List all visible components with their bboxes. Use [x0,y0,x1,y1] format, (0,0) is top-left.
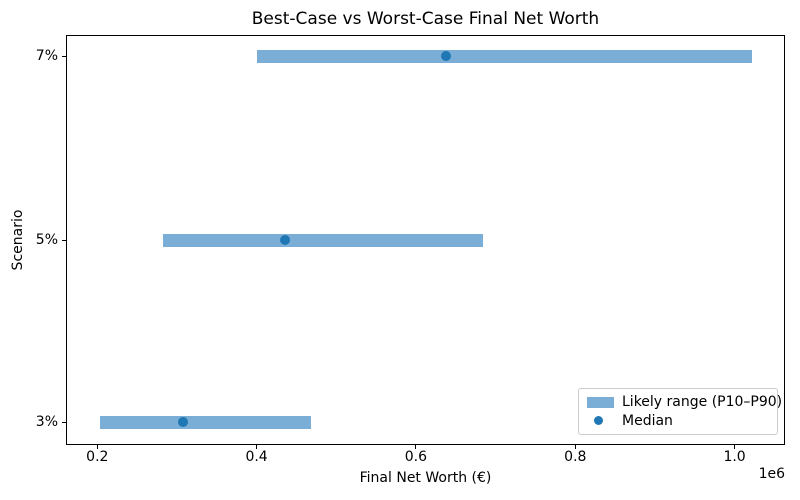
chart-title: Best-Case vs Worst-Case Final Net Worth [251,9,600,29]
median-dot [178,417,189,427]
y-tick-label: 7% [35,48,58,64]
y-tick-mark [62,421,66,423]
x-axis-label: Final Net Worth (€) [359,470,492,486]
legend-median-marker [587,416,614,426]
y-tick-mark [62,239,66,241]
range-bar [162,233,483,247]
legend-median-label: Median [622,412,673,429]
y-axis-label: Scenario [10,209,26,271]
x-tick-label: 0.4 [245,449,268,465]
x-tick-mark [256,445,258,449]
y-tick-mark [62,55,66,57]
y-tick-label: 3% [35,414,58,430]
median-dot-icon [594,416,603,426]
legend-range-marker [587,396,614,408]
plot-area [66,35,785,445]
range-swatch-icon [587,396,614,408]
y-tick-label: 5% [35,232,58,248]
x-tick-label: 0.2 [86,449,109,465]
x-tick-mark [96,445,98,449]
legend-range-label: Likely range (P10–P90) [622,394,783,411]
x-tick-label: 1.0 [723,449,746,465]
legend: Likely range (P10–P90) Median [578,388,782,435]
median-dot [280,235,291,245]
x-tick-label: 0.8 [564,449,587,465]
x-tick-label: 0.6 [404,449,428,465]
range-bar [256,49,753,63]
median-dot [441,51,452,61]
x-axis-offset-label: 1e6 [758,466,785,482]
range-bar [99,415,311,429]
x-tick-mark [415,445,417,449]
x-tick-mark [734,445,736,449]
legend-item-range: Likely range (P10–P90) [587,393,782,412]
x-tick-mark [574,445,576,449]
legend-item-median: Median [587,412,769,431]
